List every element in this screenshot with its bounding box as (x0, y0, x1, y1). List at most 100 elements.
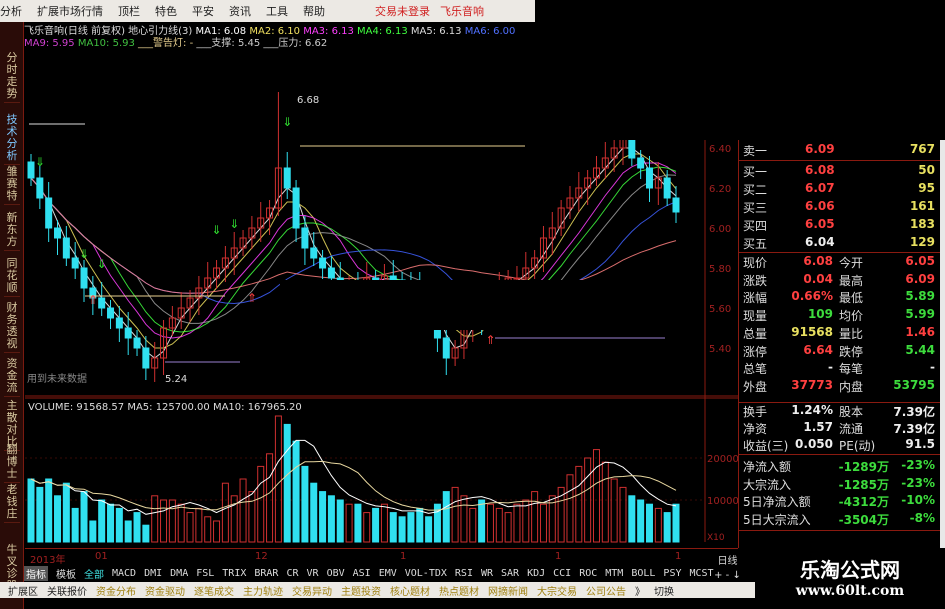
date-label: 2013年 (30, 555, 66, 566)
fund-row: 换手 1.24% 股本 7.39亿 (743, 403, 939, 420)
bottom-tab[interactable]: 主题投资 (341, 586, 381, 598)
bottom-tab[interactable]: 核心题材 (390, 586, 430, 598)
trade-login-status[interactable]: 交易未登录 (375, 5, 430, 18)
indicator-tab-psy[interactable]: PSY (663, 567, 682, 579)
stat-row: 涨停 6.64 跌停 5.44 (743, 343, 939, 360)
sidebar-tab-8[interactable]: 翻博士 (4, 444, 20, 483)
divider (739, 160, 941, 161)
bottom-tab[interactable]: 逐笔成交 (194, 586, 234, 598)
divider (739, 530, 941, 531)
indicator-tab-boll[interactable]: BOLL (631, 567, 656, 579)
sidebar-tab-7[interactable]: 主散对比 (4, 400, 20, 451)
order-volume: 129 (909, 235, 935, 249)
menu-item[interactable]: 分析 (0, 5, 22, 18)
indicator-tab-全部[interactable]: 全部 (84, 569, 104, 581)
indicator-tab-cr[interactable]: CR (286, 567, 299, 579)
volume-legend: VOLUME: 91568.57 MA5: 125700.00 MA10: 16… (28, 402, 302, 413)
bottom-tab[interactable]: 扩展区 (8, 586, 38, 598)
menu-item[interactable]: 工具 (266, 5, 288, 18)
indicator-tab-指标[interactable]: 指标 (24, 565, 48, 581)
bottom-tab[interactable]: 公司公告 (586, 586, 626, 598)
volume-bar (213, 520, 221, 543)
volume-bar (663, 512, 671, 543)
indicator-tab-macd[interactable]: MACD (112, 567, 137, 579)
indicator-tab-trix[interactable]: TRIX (222, 567, 247, 579)
indicator-tab-vol-tdx[interactable]: VOL-TDX (404, 567, 447, 579)
volume-bar (133, 512, 141, 543)
volume-tick: 20000 (707, 454, 738, 465)
sidebar-tab-5[interactable]: 财务透视 (4, 302, 20, 353)
sidebar-tab-0[interactable]: 分时走势 (4, 52, 20, 103)
buy-signal-arrow-icon: ⇑ (485, 333, 495, 347)
candle-body (27, 161, 35, 179)
volume-bar (619, 486, 627, 543)
indicator-tab-roc[interactable]: ROC (579, 567, 598, 579)
bottom-tab[interactable]: 关联报价 (47, 586, 87, 598)
buy-signal-arrow-icon: ⇑ (247, 291, 257, 305)
bottom-tab[interactable]: 资金驱动 (145, 586, 185, 598)
stat-label: 总量 (743, 326, 768, 341)
indicator-tab-dma[interactable]: DMA (170, 567, 189, 579)
bottom-tab[interactable]: 主力轨迹 (243, 586, 283, 598)
volume-bar (592, 449, 600, 543)
sidebar-tab-4[interactable]: 同花顺 (4, 258, 20, 297)
volume-bar (257, 465, 265, 543)
volume-bar (407, 512, 415, 543)
indicator-tab-kdj[interactable]: KDJ (527, 567, 546, 579)
volume-bar (36, 486, 44, 543)
indicator-tab-rsi[interactable]: RSI (454, 567, 473, 579)
indicator-tab-dmi[interactable]: DMI (144, 567, 163, 579)
indicator-tab-vr[interactable]: VR (306, 567, 319, 579)
sidebar-tab-9[interactable]: 老钱庄 (4, 484, 20, 523)
bottom-tab[interactable]: 》 (635, 586, 645, 598)
indicator-tab-模板[interactable]: 模板 (56, 569, 76, 581)
indicator-tab-emv[interactable]: EMV (378, 567, 397, 579)
bottom-tab[interactable]: 交易异动 (292, 586, 332, 598)
indicator-tab-wr[interactable]: WR (480, 567, 494, 579)
sidebar-tab-3[interactable]: 新东方 (4, 212, 20, 251)
volume-bar (336, 499, 344, 543)
sell-signal-arrow-icon: ⇓ (79, 247, 89, 261)
indicator-tab-fsl[interactable]: FSL (196, 567, 215, 579)
candle-body (610, 147, 618, 159)
indicator-tab-mcst[interactable]: MCST (689, 567, 714, 579)
indicator-tab-sar[interactable]: SAR (501, 567, 520, 579)
menu-item[interactable]: 扩展市场行情 (37, 5, 103, 18)
sidebar-tab-6[interactable]: 资金流 (4, 358, 20, 397)
menu-item[interactable]: 资讯 (229, 5, 251, 18)
indicator-tab-mtm[interactable]: MTM (605, 567, 624, 579)
sidebar-tab-2[interactable]: 雏赛特 (4, 166, 20, 205)
right-toolbar[interactable] (940, 140, 945, 550)
indicator-tab-cci[interactable]: CCI (553, 567, 572, 579)
bottom-tab[interactable]: 资金分布 (96, 586, 136, 598)
divider (739, 454, 941, 455)
period-label[interactable]: 日线 (717, 556, 738, 567)
bottom-tab[interactable]: 大宗交易 (537, 586, 577, 598)
order-book-row: 买四 6.05 183 (743, 217, 939, 234)
kline-chart[interactable]: 6.40 6.20 6.00 5.80 5.60 5.40 20000 10000 X10 VOL… (25, 46, 739, 548)
sidebar-tab-1[interactable]: 技术分析 (4, 114, 20, 165)
indicator-tab-asi[interactable]: ASI (352, 567, 371, 579)
flow-amount: -1289万 (838, 460, 889, 474)
chart-title-line: 飞乐音响(日线 前复权) 地心引力线(3) MA1: 6.08 MA2: 6.1… (24, 22, 515, 37)
bottom-tab[interactable]: 热点题材 (439, 586, 479, 598)
price-tick: 6.00 (709, 224, 731, 235)
stat-label-2: 最低 (839, 291, 864, 306)
indicator-tab-obv[interactable]: OBV (326, 567, 345, 579)
volume-bar (469, 507, 477, 543)
price-tick: 6.20 (709, 184, 731, 195)
indicator-tab-brar[interactable]: BRAR (254, 567, 279, 579)
menu-item[interactable]: 顶栏 (118, 5, 140, 18)
bottom-tab[interactable]: 切换 (654, 586, 674, 598)
menu-item[interactable]: 帮助 (303, 5, 325, 18)
sell-signal-arrow-icon: ⇓ (282, 115, 292, 129)
candle-body (292, 187, 300, 229)
zoom-controls[interactable]: + - ↓ (714, 570, 741, 581)
menu-item[interactable]: 特色 (155, 5, 177, 18)
fund-value: 1.57 (803, 420, 833, 434)
stat-row: 总笔 - 每笔 - (743, 360, 939, 377)
stat-value-2: 5.44 (905, 342, 935, 357)
bottom-tab[interactable]: 网摘新闻 (488, 586, 528, 598)
warning-light: ___警告灯: - (138, 38, 194, 49)
menu-item[interactable]: 平安 (192, 5, 214, 18)
